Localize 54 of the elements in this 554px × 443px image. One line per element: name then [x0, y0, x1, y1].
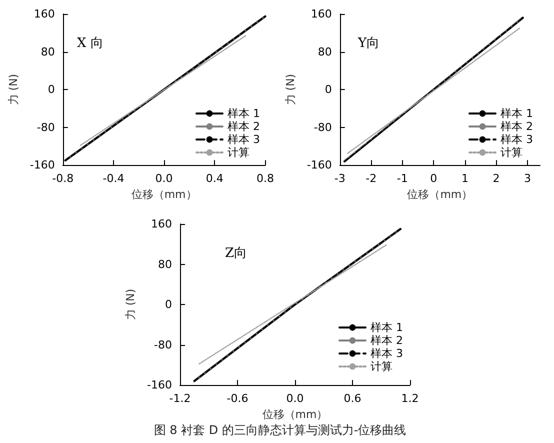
x-tick-label: 0.4: [206, 172, 224, 186]
x-tick-label: 3: [524, 172, 531, 186]
x-tick-label: -1.2: [169, 392, 191, 405]
legend-label: 样本 1: [370, 321, 404, 334]
legend-label: 样本 2: [228, 120, 260, 133]
text: X 向: [77, 36, 104, 51]
x-tick-label: -1: [396, 172, 408, 186]
y-tick-label: -160: [147, 378, 172, 392]
legend-label: 样本 2: [370, 334, 404, 347]
y-axis-title: 力 (N): [284, 74, 297, 106]
y-tick-label: 0: [324, 83, 332, 96]
x-tick-label: 0.8: [256, 172, 274, 186]
legend-label: 样本 2: [500, 120, 534, 133]
y-tick-label: -80: [314, 120, 332, 134]
legend-label: 计算: [228, 146, 250, 159]
x-tick-label: 0: [430, 172, 438, 186]
y-tick-label: -80: [36, 120, 55, 134]
x-tick-label: -0.8: [52, 172, 74, 186]
x-tick-label: 1: [461, 172, 468, 186]
text: Z向: [225, 246, 248, 261]
y-tick-label: 160: [151, 218, 172, 230]
x-axis-title: 位移（mm）: [262, 408, 328, 421]
legend-label: 样本 3: [228, 133, 260, 146]
y-tick-label: 160: [34, 8, 55, 20]
x-tick-label: -0.4: [102, 172, 124, 186]
y-tick-label: 0: [165, 298, 172, 311]
legend-label: 样本 1: [228, 107, 260, 120]
legend-label: 计算: [500, 146, 523, 159]
text: Y向: [357, 36, 380, 51]
legend-label: 计算: [370, 360, 393, 373]
legend-label: 样本 3: [370, 347, 404, 360]
x-tick-label: 0.6: [344, 392, 362, 405]
y-axis-title: 力 (N): [124, 288, 138, 320]
x-tick-label: 1.2: [401, 392, 419, 405]
y-tick-label: 80: [158, 258, 172, 271]
y-tick-label: 80: [318, 45, 332, 58]
caption: 图 8 衬套 D 的三向静态计算与测试力-位移曲线: [154, 423, 406, 437]
x-tick-label: 0.0: [286, 392, 304, 405]
y-tick-label: 160: [310, 8, 332, 20]
y-tick-label: -80: [154, 338, 172, 352]
legend-label: 样本 3: [500, 133, 534, 146]
legend-label: 样本 1: [500, 107, 534, 120]
x-tick-label: 2: [492, 172, 500, 186]
x-axis-title: 位移（mm）: [131, 188, 197, 201]
x-axis-title: 位移（mm）: [407, 188, 473, 201]
y-tick-label: 0: [48, 83, 55, 96]
x-tick-label: -2: [366, 172, 377, 186]
x-tick-label: -3: [334, 172, 346, 186]
x-tick-label: -0.6: [226, 392, 248, 405]
x-tick-label: 0.0: [155, 172, 173, 186]
y-tick-label: -160: [306, 158, 332, 172]
y-axis-title: 力 (N): [7, 74, 20, 106]
y-tick-label: 80: [40, 45, 55, 58]
y-tick-label: -160: [30, 158, 55, 172]
